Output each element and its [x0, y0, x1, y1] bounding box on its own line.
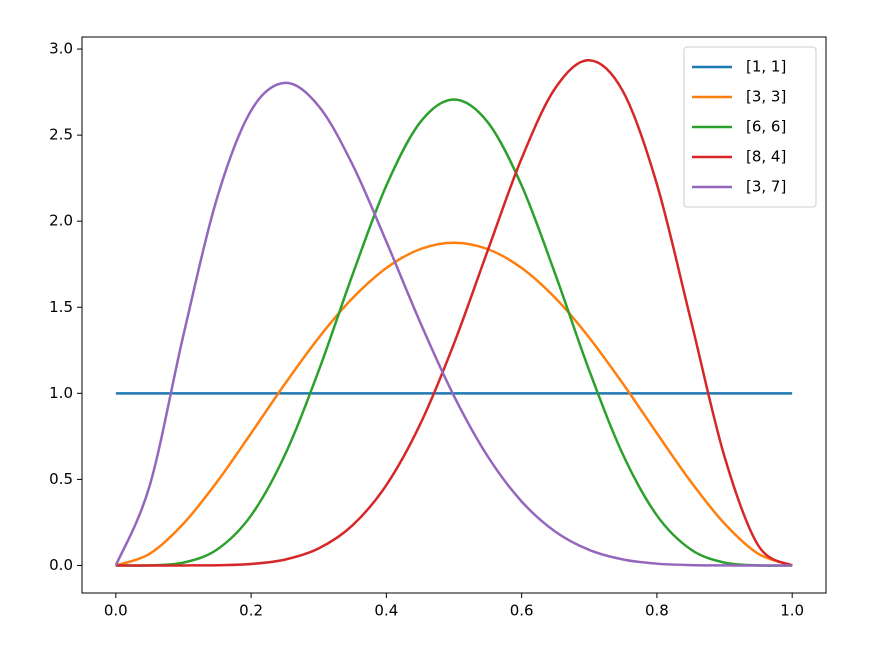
legend-label: [3, 7] — [746, 178, 786, 196]
legend-label: [3, 3] — [746, 88, 786, 106]
y-tick-label: 1.5 — [49, 298, 73, 316]
y-tick-label: 0.0 — [49, 556, 73, 574]
x-tick-label: 0.2 — [239, 602, 263, 620]
legend-label: [6, 6] — [746, 118, 786, 136]
x-tick-label: 1.0 — [780, 602, 804, 620]
series-line — [115, 98, 793, 567]
y-tick-label: 3.0 — [49, 40, 73, 58]
y-tick-label: 1.0 — [49, 384, 73, 402]
series-line — [115, 58, 793, 567]
x-tick-label: 0.8 — [645, 602, 669, 620]
x-tick-label: 0.6 — [510, 602, 534, 620]
y-tick-label: 0.5 — [49, 470, 73, 488]
y-tick-label: 2.0 — [49, 212, 73, 230]
x-tick-label: 0.0 — [104, 602, 128, 620]
legend-label: [8, 4] — [746, 148, 786, 166]
plot-frame — [81, 36, 827, 594]
y-tick-label: 2.5 — [49, 126, 73, 144]
legend-box — [683, 46, 817, 208]
x-tick-label: 0.4 — [374, 602, 398, 620]
legend-label: [1, 1] — [746, 58, 786, 76]
series-line — [115, 241, 793, 567]
series-line — [114, 81, 793, 567]
